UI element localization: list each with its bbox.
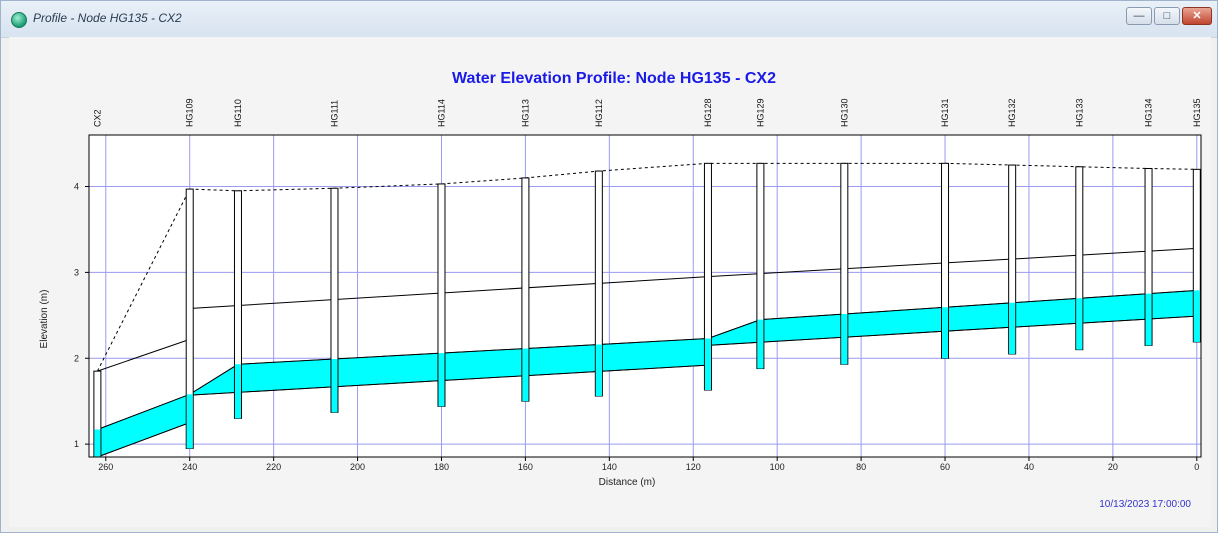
x-tick-label: 220	[266, 462, 281, 472]
node-water	[942, 307, 949, 359]
y-tick-label: 3	[74, 267, 79, 277]
x-tick-label: 160	[518, 462, 533, 472]
node-water	[595, 344, 602, 397]
node-water	[522, 348, 529, 402]
node-water	[1145, 293, 1152, 346]
node-layer: CX2 HG109 HG110 HG111 HG114 HG113 HG112 HG128 HG…	[92, 98, 1202, 458]
node-water	[841, 313, 848, 365]
node-water	[234, 364, 241, 419]
plot-background	[89, 135, 1201, 457]
node-label: HG113	[520, 99, 530, 127]
node-label: HG132	[1007, 98, 1017, 127]
water-line	[97, 289, 1197, 430]
node-label: HG112	[594, 99, 604, 127]
y-tick-label: 4	[74, 182, 79, 192]
timestamp: 10/13/2023 17:00:00	[1099, 499, 1191, 510]
x-tick-label: 140	[602, 462, 617, 472]
node-water	[94, 429, 101, 457]
minimize-button[interactable]: —	[1126, 7, 1152, 25]
plot-frame	[88, 134, 1202, 458]
x-tick-label: 0	[1194, 462, 1199, 472]
node-label: HG128	[703, 98, 713, 127]
node-water	[704, 338, 711, 391]
grid	[89, 135, 1201, 457]
close-button[interactable]: ✕	[1182, 7, 1212, 25]
chart-title: Water Elevation Profile: Node HG135 - CX…	[452, 70, 776, 87]
node-label: HG110	[233, 99, 243, 127]
minimize-icon: —	[1133, 10, 1145, 22]
node-water	[186, 394, 193, 449]
profile-chart: Water Elevation Profile: Node HG135 - CX…	[39, 70, 1202, 510]
maximize-button[interactable]: □	[1154, 7, 1180, 25]
node-label: HG111	[329, 100, 339, 127]
x-tick-label: 200	[350, 462, 365, 472]
node-label: CX2	[92, 109, 102, 127]
x-tick-label: 240	[182, 462, 197, 472]
close-icon: ✕	[1192, 10, 1202, 22]
node-water	[1009, 302, 1016, 354]
chart-area: Water Elevation Profile: Node HG135 - CX…	[9, 37, 1211, 527]
y-tick-label: 1	[74, 439, 79, 449]
window-title: Profile - Node HG135 - CX2	[33, 11, 182, 25]
x-tick-label: 260	[98, 462, 113, 472]
y-axis-label: Elevation (m)	[39, 290, 50, 349]
invert-line	[97, 315, 1197, 458]
title-bar[interactable]: Profile - Node HG135 - CX2 — □ ✕	[1, 1, 1217, 38]
node-water	[757, 319, 764, 369]
node-label: HG109	[185, 98, 195, 127]
maximize-icon: □	[1163, 10, 1171, 22]
node-label: HG135	[1192, 98, 1202, 127]
x-tick-label: 60	[940, 462, 950, 472]
ground-line	[96, 162, 1197, 372]
node-water	[331, 358, 338, 413]
x-tick-label: 120	[686, 462, 701, 472]
app-icon	[11, 12, 27, 28]
node-label: HG134	[1144, 98, 1154, 127]
node-label: HG133	[1074, 98, 1084, 127]
x-tick-label: 80	[856, 462, 866, 472]
node-label: HG129	[755, 98, 765, 127]
node-shaft	[1144, 167, 1153, 346]
node-water	[1193, 290, 1200, 342]
x-tick-label: 180	[434, 462, 449, 472]
node-label: HG130	[839, 98, 849, 127]
x-tick-label: 40	[1024, 462, 1034, 472]
x-axis-label: Distance (m)	[599, 477, 656, 488]
y-tick-label: 2	[74, 353, 79, 363]
node-water	[438, 353, 445, 407]
node-label: HG114	[436, 99, 446, 127]
x-tick-label: 20	[1108, 462, 1118, 472]
x-tick-label: 100	[770, 462, 785, 472]
node-label: HG131	[940, 98, 950, 127]
node-water	[1076, 298, 1083, 350]
